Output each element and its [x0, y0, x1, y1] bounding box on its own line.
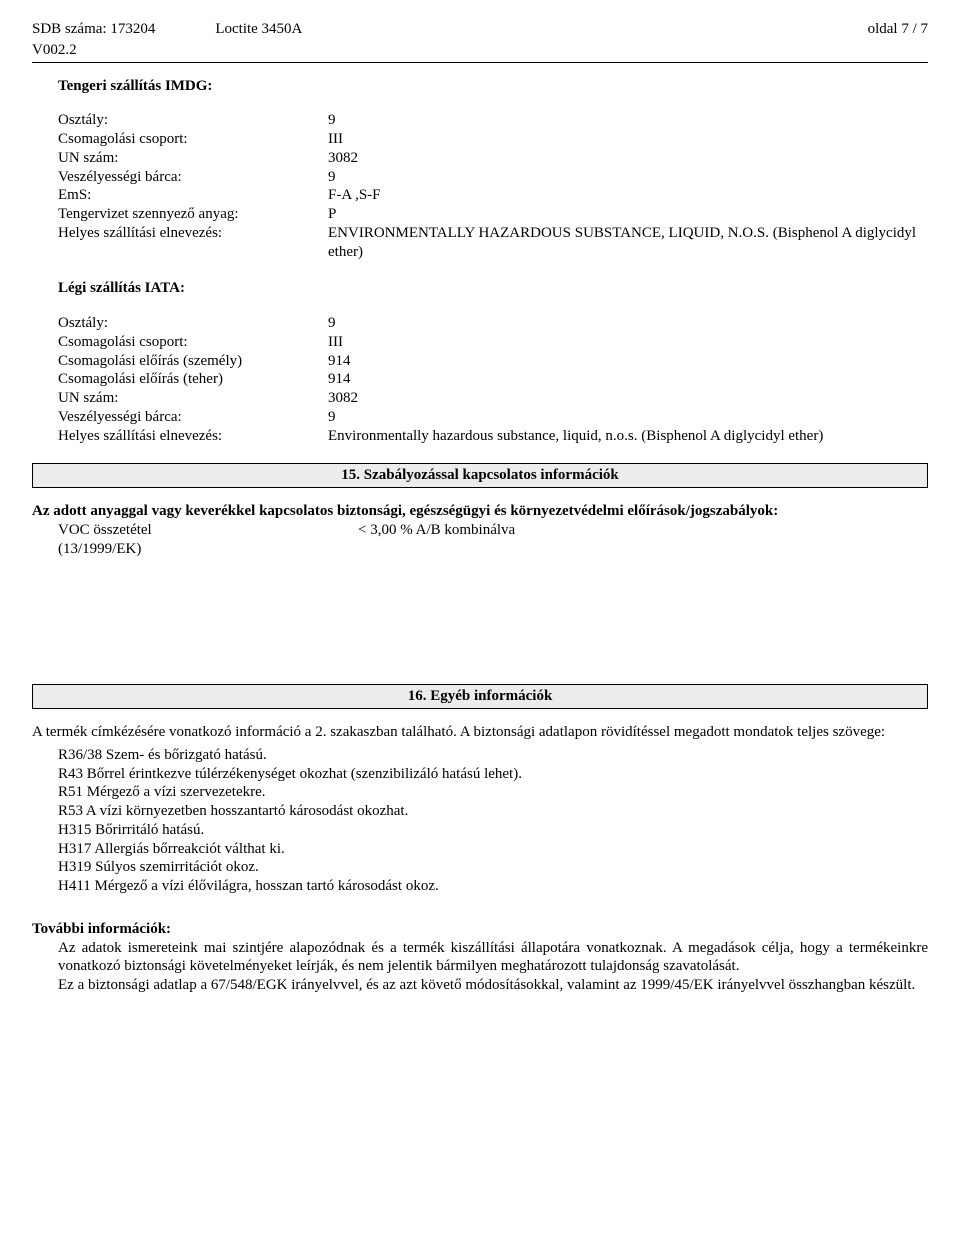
voc-label: VOC összetétel — [58, 521, 358, 540]
kv-key: Tengervizet szennyező anyag: — [58, 205, 328, 224]
h315: H315 Bőrirritáló hatású. — [58, 821, 928, 840]
kv-key: Csomagolási előírás (személy) — [58, 352, 328, 371]
kv-val: Environmentally hazardous substance, liq… — [328, 427, 928, 446]
iata-title: Légi szállítás IATA: — [58, 279, 928, 298]
kv-val: 3082 — [328, 389, 928, 408]
kv-val: III — [328, 333, 928, 352]
kv-key: Csomagolási előírás (teher) — [58, 370, 328, 389]
kv-key: Veszélyességi bárca: — [58, 408, 328, 427]
h411: H411 Mérgező a vízi élővilágra, hosszan … — [58, 877, 928, 896]
kv-val: P — [328, 205, 928, 224]
header-rule — [32, 62, 928, 63]
kv-val: 3082 — [328, 149, 928, 168]
page-number: oldal 7 / 7 — [868, 20, 928, 39]
imdg-title: Tengeri szállítás IMDG: — [58, 77, 928, 96]
version: V002.2 — [32, 41, 928, 60]
imdg-table: Osztály:9 Csomagolási csoport:III UN szá… — [58, 111, 928, 261]
product-name: Loctite 3450A — [215, 20, 302, 39]
further-info-1: Az adatok ismereteink mai szintjére alap… — [58, 939, 928, 977]
kv-key: UN szám: — [58, 149, 328, 168]
page-header: SDB száma: 173204 Loctite 3450A oldal 7 … — [32, 20, 928, 39]
kv-key: Helyes szállítási elnevezés: — [58, 427, 328, 446]
section-16-title: 16. Egyéb információk — [32, 684, 928, 709]
kv-key: EmS: — [58, 186, 328, 205]
kv-val: 9 — [328, 408, 928, 427]
r43: R43 Bőrrel érintkezve túlérzékenységet o… — [58, 765, 928, 784]
kv-val: 9 — [328, 314, 928, 333]
r51: R51 Mérgező a vízi szervezetekre. — [58, 783, 928, 802]
h319: H319 Súlyos szemirritációt okoz. — [58, 858, 928, 877]
section-15-intro: Az adott anyaggal vagy keverékkel kapcso… — [32, 502, 928, 521]
r3638: R36/38 Szem- és bőrizgató hatású. — [58, 746, 928, 765]
voc-row: VOC összetétel (13/1999/EK) < 3,00 % A/B… — [58, 521, 928, 559]
kv-key: UN szám: — [58, 389, 328, 408]
kv-val: 914 — [328, 352, 928, 371]
further-info-2: Ez a biztonsági adatlap a 67/548/EGK irá… — [58, 976, 928, 995]
kv-key: Helyes szállítási elnevezés: — [58, 224, 328, 262]
section-15-title: 15. Szabályozással kapcsolatos informáci… — [32, 463, 928, 488]
section-16-intro: A termék címkézésére vonatkozó informáci… — [32, 723, 928, 742]
r53: R53 A vízi környezetben hosszantartó kár… — [58, 802, 928, 821]
kv-val: 914 — [328, 370, 928, 389]
r-phrases: R36/38 Szem- és bőrizgató hatású. R43 Bő… — [58, 746, 928, 896]
kv-key: Osztály: — [58, 111, 328, 130]
kv-val: F-A ,S-F — [328, 186, 928, 205]
kv-val: ENVIRONMENTALLY HAZARDOUS SUBSTANCE, LIQ… — [328, 224, 928, 262]
kv-key: Csomagolási csoport: — [58, 130, 328, 149]
voc-sub: (13/1999/EK) — [58, 540, 358, 559]
kv-val: 9 — [328, 111, 928, 130]
voc-value: < 3,00 % A/B kombinálva — [358, 521, 928, 559]
kv-key: Veszélyességi bárca: — [58, 168, 328, 187]
kv-val: 9 — [328, 168, 928, 187]
kv-key: Osztály: — [58, 314, 328, 333]
kv-key: Csomagolási csoport: — [58, 333, 328, 352]
iata-table: Osztály:9 Csomagolási csoport:III Csomag… — [58, 314, 928, 445]
further-info-title: További információk: — [32, 920, 928, 939]
kv-val: III — [328, 130, 928, 149]
sdb-number: SDB száma: 173204 — [32, 20, 155, 39]
h317: H317 Allergiás bőrreakciót válthat ki. — [58, 840, 928, 859]
